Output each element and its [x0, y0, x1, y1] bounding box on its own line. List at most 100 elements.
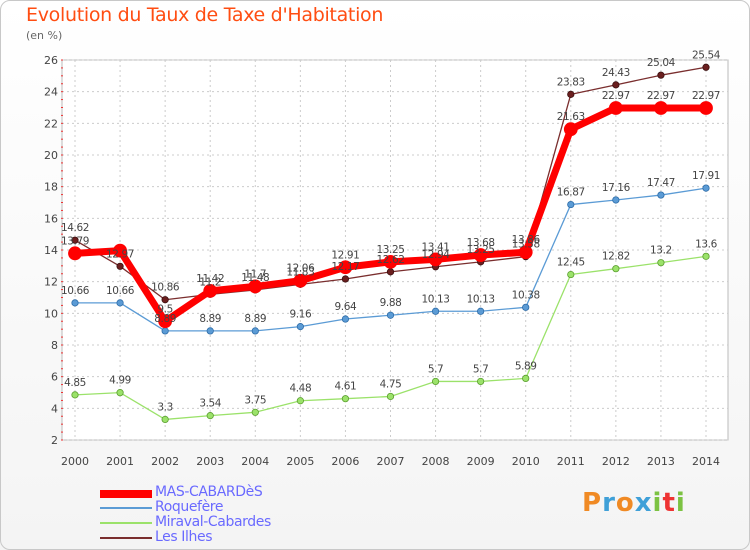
data-label-les-ilhes: 25.04: [647, 57, 676, 69]
chart-title: Evolution du Taux de Taxe d'Habitation: [26, 4, 384, 26]
data-label-miraval-cabardes: 13.2: [650, 245, 672, 257]
data-label-roquefere: 17.47: [647, 177, 675, 189]
data-label-miraval-cabardes: 12.82: [602, 251, 630, 263]
legend-swatch-roquefere: [100, 507, 152, 509]
data-label-mas-cabardes: 11.42: [196, 273, 224, 285]
data-point-mas-cabardes: [158, 314, 173, 329]
data-label-les-ilhes: 11.83: [286, 266, 314, 278]
logo-letter: x: [634, 488, 653, 518]
data-point-les-ilhes: [612, 81, 620, 89]
data-point-les-ilhes: [161, 296, 169, 304]
logo-letter: i: [675, 488, 686, 518]
data-label-les-ilhes: 12.62: [376, 254, 404, 266]
data-point-roquefere: [612, 196, 620, 204]
data-point-miraval-cabardes: [206, 412, 214, 420]
logo-letter: t: [662, 488, 676, 518]
data-point-roquefere: [702, 184, 710, 192]
data-label-mas-cabardes: 12.91: [331, 249, 359, 261]
data-label-mas-cabardes: 13.86: [512, 234, 541, 246]
data-label-roquefere: 9.88: [380, 297, 402, 309]
data-label-roquefere: 16.87: [557, 187, 585, 199]
data-point-mas-cabardes: [383, 254, 398, 269]
data-point-mas-cabardes: [248, 279, 263, 294]
data-point-mas-cabardes: [68, 246, 82, 261]
data-point-mas-cabardes: [203, 283, 218, 298]
data-label-roquefere: 17.91: [692, 170, 720, 182]
legend-label: Miraval-Cabardes: [155, 514, 271, 530]
data-point-roquefere: [116, 299, 124, 307]
data-label-mas-cabardes: 22.97: [692, 90, 720, 102]
data-label-roquefere: 10.13: [422, 293, 450, 305]
data-point-les-ilhes: [71, 236, 79, 244]
data-point-roquefere: [341, 315, 350, 323]
x-tick-label: 2000: [61, 455, 89, 468]
data-point-miraval-cabardes: [341, 395, 350, 403]
data-point-miraval-cabardes: [657, 259, 665, 267]
data-label-roquefere: 10.66: [61, 285, 90, 297]
data-label-roquefere: 8.89: [199, 313, 221, 325]
data-label-les-ilhes: 10.86: [151, 282, 180, 294]
logo-letter: P: [582, 488, 603, 518]
logo-letter: o: [615, 488, 635, 518]
data-label-mas-cabardes: 12.06: [286, 263, 315, 275]
x-tick-label: 2003: [196, 455, 224, 468]
chart-subtitle: (en %): [26, 29, 63, 42]
data-point-les-ilhes: [386, 268, 395, 276]
data-label-mas-cabardes: 13.41: [422, 241, 450, 253]
data-label-roquefere: 8.89: [154, 313, 176, 325]
data-label-mas-cabardes: 9.5: [157, 303, 173, 315]
data-point-miraval-cabardes: [251, 408, 259, 416]
data-point-roquefere: [296, 323, 304, 331]
logo-letter: r: [602, 488, 616, 518]
data-label-les-ilhes: 24.43: [602, 67, 630, 79]
data-label-roquefere: 10.13: [467, 293, 495, 305]
data-label-roquefere: 10.66: [106, 285, 135, 297]
data-point-miraval-cabardes: [477, 377, 485, 386]
data-label-miraval-cabardes: 4.85: [64, 377, 86, 389]
x-tick-label: 2001: [106, 455, 134, 468]
data-point-miraval-cabardes: [71, 391, 79, 399]
data-label-miraval-cabardes: 4.48: [289, 383, 311, 395]
x-tick-label: 2004: [241, 455, 269, 468]
data-label-miraval-cabardes: 4.99: [109, 375, 131, 387]
data-point-mas-cabardes: [293, 273, 308, 288]
y-tick-label: 6: [51, 371, 58, 384]
x-tick-label: 2011: [557, 455, 585, 468]
data-label-miraval-cabardes: 3.3: [157, 401, 173, 413]
data-label-mas-cabardes: 11.7: [244, 268, 266, 280]
proxiti-logo: Proxiti: [582, 488, 686, 518]
data-label-mas-cabardes: 13.68: [467, 237, 495, 249]
data-label-miraval-cabardes: 5.7: [428, 363, 444, 375]
data-label-miraval-cabardes: 3.54: [199, 398, 221, 410]
data-point-les-ilhes: [116, 262, 124, 270]
y-tick-label: 8: [51, 339, 58, 352]
data-point-miraval-cabardes: [612, 265, 620, 273]
data-label-les-ilhes: 12.17: [331, 261, 359, 273]
data-label-miraval-cabardes: 13.6: [695, 238, 717, 250]
data-point-roquefere: [386, 311, 395, 319]
y-tick-label: 2: [51, 434, 58, 447]
data-point-miraval-cabardes: [567, 270, 575, 279]
x-tick-label: 2014: [692, 455, 720, 468]
data-point-miraval-cabardes: [431, 377, 440, 386]
x-tick-label: 2002: [151, 455, 179, 468]
data-point-roquefere: [206, 327, 214, 335]
data-label-miraval-cabardes: 5.7: [473, 363, 489, 375]
data-label-les-ilhes: 12.97: [106, 248, 134, 260]
data-point-mas-cabardes: [699, 101, 713, 115]
data-point-roquefere: [657, 191, 665, 199]
y-tick-label: 14: [44, 244, 58, 257]
x-tick-label: 2008: [422, 455, 450, 468]
data-label-roquefere: 9.64: [335, 301, 357, 313]
data-label-les-ilhes: 14.62: [61, 222, 89, 234]
data-label-miraval-cabardes: 12.45: [557, 257, 585, 269]
data-point-mas-cabardes: [338, 260, 353, 275]
legend-label: MAS-CABARDèS: [155, 484, 263, 500]
data-point-roquefere: [71, 299, 79, 307]
data-point-roquefere: [251, 327, 259, 335]
data-label-roquefere: 9.16: [289, 309, 311, 321]
data-point-miraval-cabardes: [296, 397, 304, 405]
data-point-mas-cabardes: [518, 245, 533, 260]
data-point-roquefere: [431, 307, 440, 315]
